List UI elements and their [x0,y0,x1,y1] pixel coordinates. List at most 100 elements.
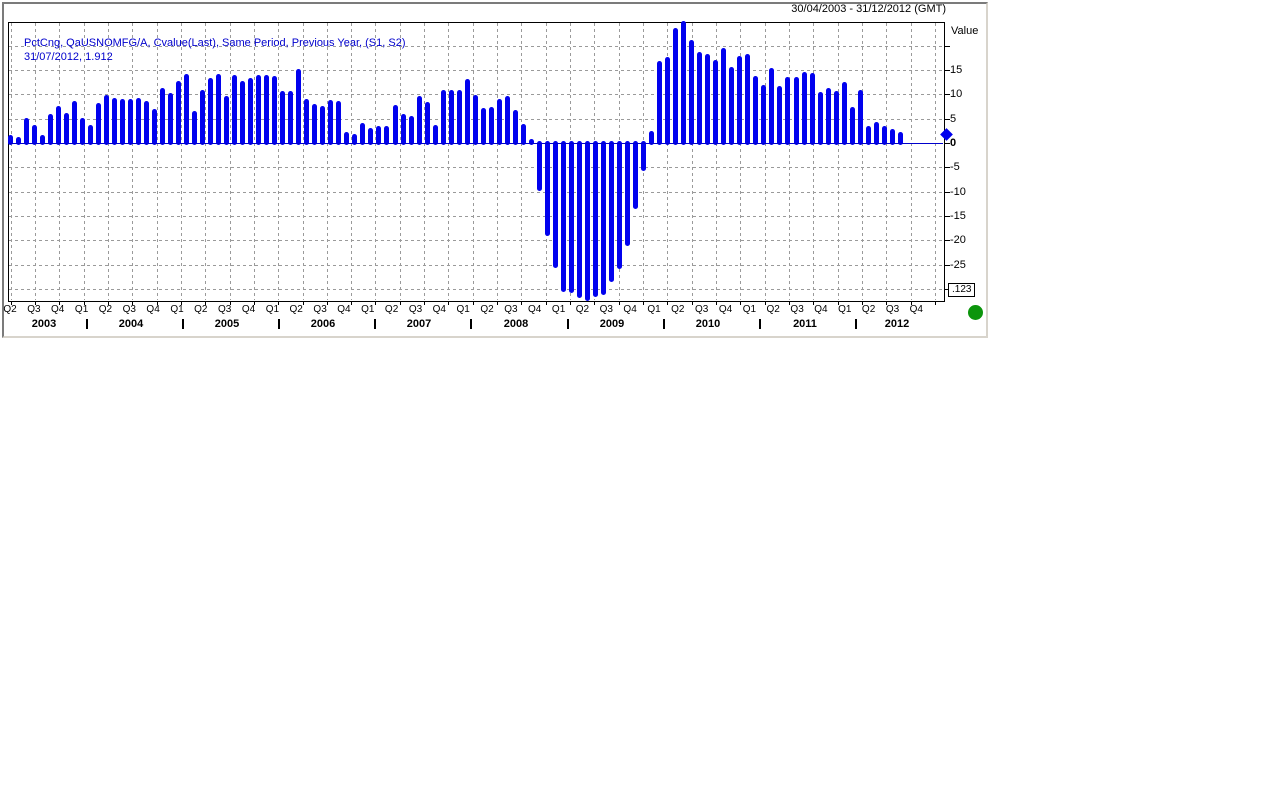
h-gridline [9,45,943,47]
quarter-label: Q4 [432,304,446,315]
bar [512,109,518,145]
v-gridline [107,23,109,300]
quarter-label: Q2 [766,304,780,315]
x-tick [83,301,85,305]
bar [536,141,542,192]
year-separator [86,319,88,329]
quarter-label: Q2 [194,304,208,315]
x-tick [497,301,499,305]
quarter-label: Q4 [718,304,733,315]
x-tick [399,301,401,305]
v-gridline [813,23,815,300]
bar [320,106,326,145]
quarter-label: Q1 [742,304,757,315]
y-tick [944,240,950,242]
bar [384,126,390,145]
year-separator [567,319,569,329]
x-tick [813,301,815,305]
bar [777,85,783,145]
decimal-precision-box[interactable]: .123 [948,283,976,297]
bar [560,141,566,292]
h-gridline [9,216,943,217]
h-gridline [9,240,943,242]
v-gridline [351,23,353,300]
quarter-label: Q3 [885,304,900,315]
bar [368,127,374,145]
bar [352,134,358,145]
x-tick [764,301,766,305]
x-tick [594,301,596,305]
quarter-label: Q2 [480,304,494,315]
x-tick [253,301,255,305]
bar [23,118,29,145]
bar [496,99,502,145]
bar [769,68,775,145]
bar [39,135,45,145]
year-separator [855,319,857,329]
bar [857,90,863,145]
y-tick [944,167,950,169]
bar [649,130,655,145]
date-range-label: 30/04/2003 - 31/12/2012 (GMT) [791,3,946,15]
y-tick-label: -10 [950,185,966,198]
bar [256,74,262,145]
y-tick [944,289,950,290]
bar [705,53,711,145]
x-tick [570,301,572,305]
bar [761,84,767,145]
v-gridline [716,23,718,300]
v-gridline [935,23,936,300]
year-label: 2009 [599,318,625,330]
bar [881,126,887,145]
year-label: 2011 [793,318,817,330]
bar [87,124,93,145]
quarter-label: Q3 [218,304,232,315]
zero-line [8,143,943,144]
y-tick-label: 5 [950,112,957,125]
quarter-label: Q4 [909,304,923,315]
v-gridline [10,23,12,300]
bar [304,98,310,145]
quarter-label: Q3 [695,304,709,315]
quarter-label: Q2 [289,304,303,315]
bar [673,28,679,145]
bar [544,141,550,236]
h-gridline [9,264,943,266]
y-tick-label: 0 [950,137,957,149]
year-separator [182,319,184,329]
bar [159,87,165,145]
last-value-legend: 31/07/2012, 1.912 [24,51,113,63]
bar [400,114,406,145]
x-tick [351,301,353,305]
bar [31,125,37,145]
bar [200,89,205,145]
quarter-label: Q4 [814,304,828,315]
bar [143,100,149,145]
chart-canvas[interactable] [8,22,945,302]
status-dot-icon [968,305,983,320]
h-gridline [9,94,943,96]
bar [175,80,181,145]
quarter-label: Q4 [337,304,351,315]
bar [440,89,446,145]
year-separator [759,319,761,329]
x-tick [667,301,669,305]
quarter-label: Q2 [384,304,399,315]
y-tick-label: 15 [950,64,963,76]
v-gridline [764,23,766,300]
h-gridline [9,70,943,71]
bar [47,114,53,145]
quarter-label: Q4 [241,304,256,315]
bar [264,75,270,145]
bar [713,59,719,145]
bar [745,53,751,145]
chart-window [2,2,988,338]
bar [825,88,831,145]
bar [576,141,582,298]
x-tick [132,301,134,305]
bar [183,73,189,145]
quarter-label: Q2 [3,304,17,315]
bar [344,132,350,145]
v-gridline [205,23,207,300]
v-gridline [789,23,791,300]
